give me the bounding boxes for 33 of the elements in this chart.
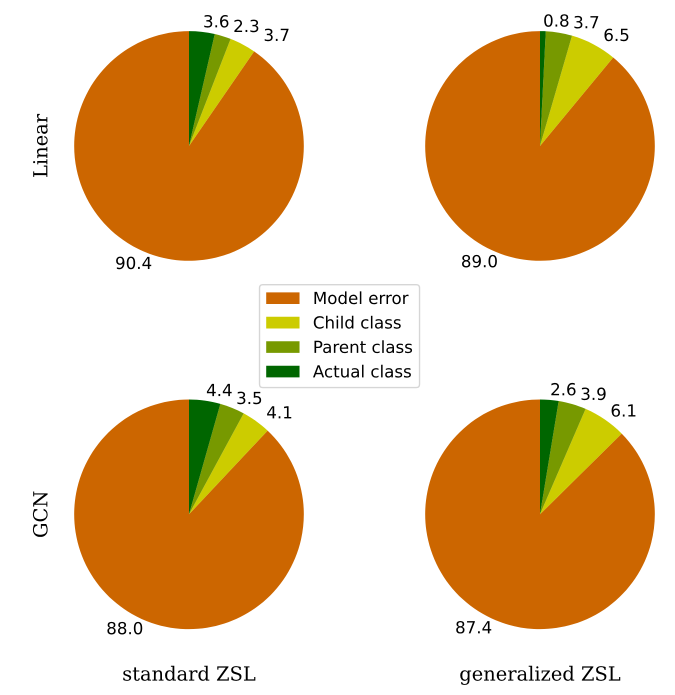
data-label: 4.1: [267, 406, 292, 418]
text: Linear: [33, 114, 48, 177]
data-label: 6.1: [612, 404, 636, 417]
pie-slice: [189, 34, 231, 146]
pie-slice: [540, 401, 586, 514]
legend-label: Child class: [314, 316, 401, 329]
pie-slice: [540, 399, 559, 514]
legend-label: Model error: [314, 291, 409, 304]
data-label: 3.7: [574, 16, 598, 28]
pie-slice: [189, 413, 268, 514]
pie-slice: [540, 31, 572, 146]
text: generalized ZSL: [460, 666, 620, 685]
legend-label: Actual class: [312, 364, 411, 378]
data-label: 88.0: [107, 622, 142, 634]
data-label: 0.8: [544, 14, 568, 27]
data-label: 6.5: [604, 28, 628, 42]
pie-slice: [189, 31, 215, 146]
data-label: 3.9: [582, 388, 606, 400]
data-label: 87.4: [456, 620, 492, 634]
data-label: 89.0: [462, 254, 497, 268]
data-label: 3.7: [264, 28, 289, 42]
pie-slice: [189, 399, 220, 514]
data-label: 90.4: [116, 256, 152, 270]
pie-slice: [189, 404, 244, 514]
data-label: 2.3: [234, 20, 258, 32]
data-label: 3.5: [237, 392, 262, 404]
data-label: 3.6: [204, 14, 228, 28]
data-label: 2.6: [551, 382, 576, 396]
pie-slice: [189, 38, 254, 146]
text: standard ZSL: [123, 666, 256, 681]
text: GCN: [32, 491, 48, 537]
data-label: 4.4: [206, 384, 232, 396]
legend-label: Parent class: [314, 340, 412, 354]
